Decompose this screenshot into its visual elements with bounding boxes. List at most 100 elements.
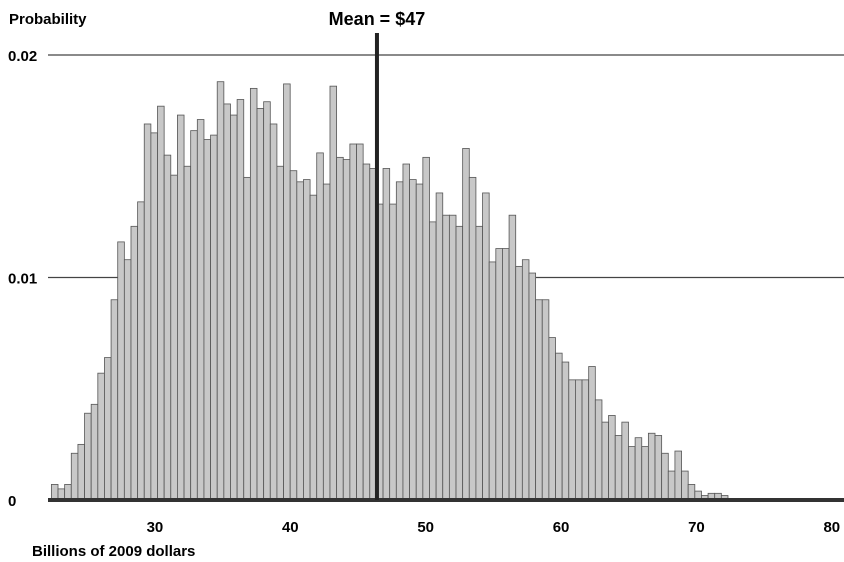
histogram-bar (661, 452, 669, 501)
histogram-bar (601, 421, 609, 501)
histogram-bar (183, 165, 192, 501)
histogram-bar (289, 170, 298, 501)
histogram-bar (137, 201, 145, 501)
histogram-bar (594, 399, 603, 501)
histogram-bar (674, 450, 682, 501)
histogram-bar (90, 403, 99, 501)
histogram-bar (482, 192, 490, 501)
histogram-bar (409, 179, 417, 501)
histogram-bar (654, 435, 663, 501)
histogram-bar (402, 163, 410, 501)
histogram-bar (575, 379, 583, 501)
histogram-bar (263, 101, 271, 501)
x-tick-label: 70 (688, 519, 705, 536)
histogram-bar (303, 179, 311, 501)
histogram-bar (77, 443, 85, 501)
histogram-bar (561, 361, 570, 501)
histogram-bar (243, 176, 251, 501)
histogram-bar (130, 225, 139, 501)
histogram-bar (269, 123, 278, 501)
y-tick-label: 0.02 (8, 48, 37, 65)
histogram-bar (422, 156, 430, 501)
histogram-bar (435, 192, 444, 501)
x-tick-label: 80 (823, 519, 840, 536)
histogram-bar (495, 248, 503, 501)
histogram-bar (170, 174, 178, 501)
histogram-bar (521, 259, 530, 501)
histogram-bar (614, 435, 623, 501)
histogram-bar (508, 214, 517, 501)
histogram-bar (541, 299, 550, 501)
histogram-bar (236, 99, 245, 501)
histogram-bar (143, 123, 152, 501)
histogram-bar (647, 432, 656, 501)
histogram-bar (123, 259, 132, 501)
histogram-bar (50, 484, 59, 501)
histogram-bar (356, 143, 364, 501)
histogram-bar (628, 446, 636, 501)
histogram-bar (210, 134, 218, 501)
histogram-bar (64, 484, 72, 501)
histogram-bar (256, 108, 265, 501)
histogram-bar (687, 484, 696, 501)
y-tick-label: 0 (8, 493, 16, 510)
histogram-bar (157, 105, 165, 501)
histogram-bar (84, 412, 92, 501)
histogram-bar (468, 176, 477, 501)
histogram-bar (548, 337, 556, 501)
histogram-bar (322, 183, 331, 501)
histogram-bar (395, 181, 404, 501)
histogram-bar (488, 261, 497, 501)
histogram-bar (588, 366, 596, 501)
histogram-bar (382, 168, 391, 501)
x-tick-labels: 30 40 50 60 70 80 (147, 519, 841, 536)
histogram-bar (362, 163, 371, 501)
bars (50, 81, 729, 501)
histogram-bar (223, 103, 231, 501)
histogram-bar (296, 181, 304, 501)
histogram-bar (389, 203, 397, 501)
histogram-bar (667, 470, 676, 501)
histogram-bar (641, 446, 649, 501)
histogram-bar (276, 165, 284, 501)
histogram-bar (336, 156, 344, 501)
histogram-bar (97, 372, 105, 501)
histogram-bar (70, 452, 79, 501)
histogram-bar (230, 114, 238, 501)
histogram-bar (309, 194, 318, 501)
histogram-bar (349, 143, 357, 501)
histogram-bar (329, 85, 338, 501)
histogram-bar (117, 241, 125, 501)
histogram-bar (442, 214, 450, 501)
histogram-bar (455, 225, 464, 501)
mean-label: Mean = $47 (329, 9, 426, 29)
histogram-bar (190, 130, 198, 501)
histogram-bar (415, 183, 424, 501)
y-axis-label: Probability (9, 11, 87, 28)
histogram-bar (150, 132, 158, 501)
histogram-bar (429, 221, 437, 501)
x-tick-label: 30 (147, 519, 164, 536)
histogram-bar (316, 152, 324, 501)
histogram-bar (110, 299, 119, 501)
histogram-bar (342, 159, 351, 501)
histogram-bar (196, 119, 205, 501)
x-tick-label: 50 (417, 519, 434, 536)
histogram-bar (177, 114, 185, 501)
histogram-bar (581, 379, 590, 501)
histogram-bar (535, 299, 543, 501)
histogram-bar (568, 379, 576, 501)
histogram-bar (608, 415, 616, 501)
histogram-bar (634, 437, 643, 501)
x-axis-label: Billions of 2009 dollars (32, 543, 195, 560)
histogram-bar (104, 357, 112, 501)
histogram-bar (475, 225, 483, 501)
histogram-bar (163, 154, 172, 501)
histogram-bar (448, 214, 457, 501)
x-tick-label: 60 (553, 519, 570, 536)
histogram-bar (283, 83, 291, 501)
histogram-bar (216, 81, 225, 501)
histogram-bar (681, 470, 689, 501)
histogram-bar (555, 352, 563, 501)
